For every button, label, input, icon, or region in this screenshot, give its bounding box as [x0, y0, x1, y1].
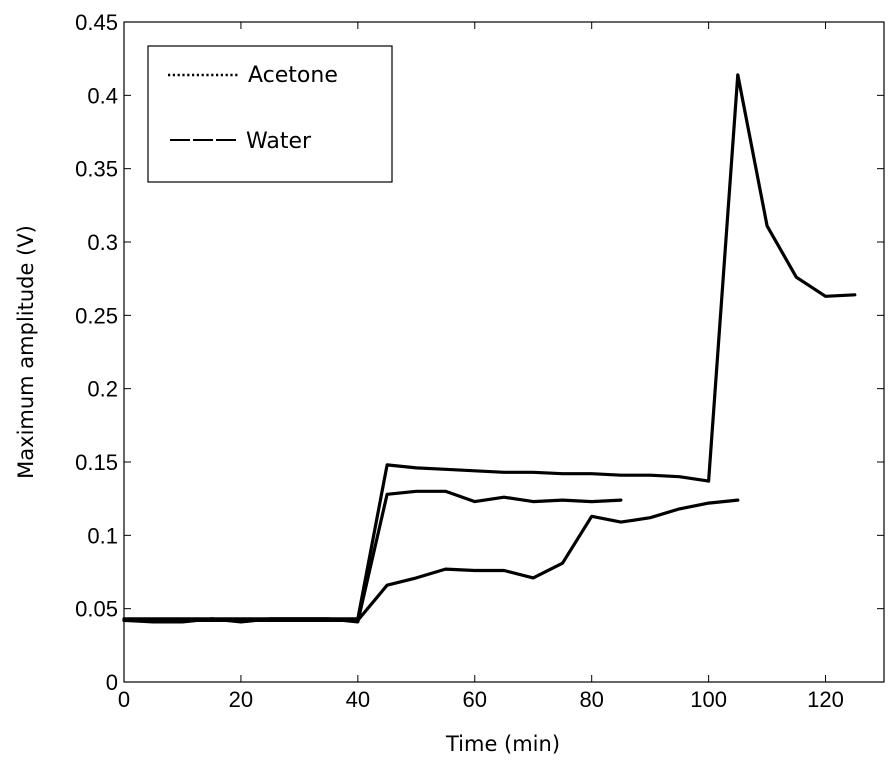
legend-label-acetone: Acetone — [248, 63, 338, 88]
y-tick-label: 0.1 — [87, 523, 118, 548]
y-tick-label: 0.15 — [75, 450, 118, 475]
x-tick-label: 40 — [346, 687, 370, 712]
series-layer — [122, 73, 857, 624]
x-tick-label: 80 — [579, 687, 603, 712]
x-tick-label: 120 — [807, 687, 844, 712]
y-tick-label: 0 — [106, 670, 118, 695]
axis-ticks: 0 20 40 60 80 100 120 0 0.05 0.1 0.15 0.2 0.25 0.3 0.3… — [75, 10, 884, 712]
y-tick-label: 0.25 — [75, 303, 118, 328]
legend-box — [147, 45, 393, 183]
y-tick-label: 0.4 — [87, 83, 118, 108]
x-tick-label: 20 — [229, 687, 253, 712]
x-tick-label: 100 — [690, 687, 727, 712]
legend: Acetone Water — [147, 45, 393, 183]
y-tick-label: 0.05 — [75, 597, 118, 622]
y-tick-label: 0.35 — [75, 157, 118, 182]
y-axis-title: Maximum amplitude (V) — [14, 225, 38, 479]
y-tick-label: 0.45 — [75, 10, 118, 35]
series-line-3 — [122, 498, 740, 623]
legend-label-water: Water — [246, 129, 312, 154]
y-tick-label: 0.2 — [87, 377, 118, 402]
x-tick-label: 0 — [118, 687, 130, 712]
y-tick-label: 0.3 — [87, 230, 118, 255]
x-axis-title: Time (min) — [445, 732, 560, 756]
x-tick-label: 60 — [463, 687, 487, 712]
